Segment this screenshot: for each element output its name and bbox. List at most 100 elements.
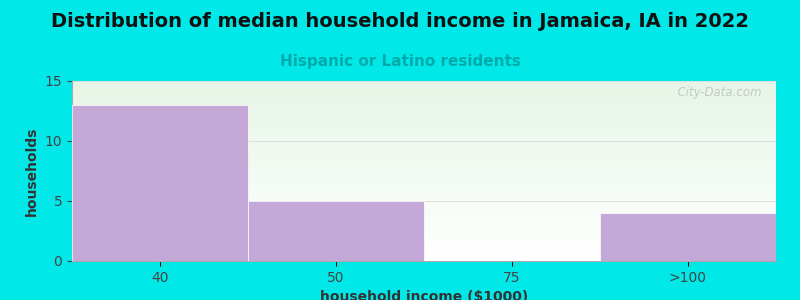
Bar: [72, 157, 776, 158]
Bar: [72, 180, 776, 182]
Bar: [72, 202, 776, 203]
Bar: [72, 164, 776, 166]
Bar: [72, 128, 776, 130]
Bar: [72, 99, 776, 101]
Bar: [72, 236, 776, 238]
Bar: [72, 176, 776, 178]
Bar: [72, 86, 776, 88]
Bar: [72, 211, 776, 212]
Bar: [72, 92, 776, 94]
Bar: [72, 144, 776, 146]
Bar: [248, 201, 424, 261]
Bar: [72, 108, 776, 110]
Bar: [72, 238, 776, 239]
Bar: [72, 259, 776, 261]
Bar: [72, 250, 776, 252]
Bar: [72, 151, 776, 153]
Bar: [72, 212, 776, 214]
Bar: [72, 178, 776, 180]
Bar: [72, 155, 776, 157]
Bar: [72, 225, 776, 227]
Bar: [72, 90, 776, 92]
Bar: [72, 169, 776, 171]
Bar: [72, 142, 776, 144]
Bar: [72, 106, 776, 108]
Bar: [72, 200, 776, 202]
Bar: [72, 193, 776, 194]
Bar: [72, 248, 776, 250]
Bar: [72, 167, 776, 169]
Bar: [72, 214, 776, 216]
Bar: [72, 103, 776, 104]
Bar: [72, 160, 776, 162]
Bar: [72, 194, 776, 196]
Text: Hispanic or Latino residents: Hispanic or Latino residents: [279, 54, 521, 69]
Bar: [72, 221, 776, 223]
Bar: [72, 133, 776, 135]
Bar: [72, 257, 776, 259]
Bar: [72, 140, 776, 142]
Bar: [72, 158, 776, 160]
Bar: [72, 139, 776, 140]
Bar: [72, 252, 776, 254]
Bar: [72, 175, 776, 176]
Bar: [72, 245, 776, 247]
Bar: [72, 241, 776, 243]
Bar: [72, 254, 776, 256]
Bar: [72, 115, 776, 117]
Bar: [72, 234, 776, 236]
Bar: [72, 88, 776, 90]
Bar: [72, 223, 776, 225]
Bar: [72, 105, 248, 261]
Bar: [600, 213, 776, 261]
Bar: [72, 149, 776, 151]
Bar: [72, 94, 776, 95]
Bar: [72, 146, 776, 148]
Bar: [72, 216, 776, 218]
Bar: [72, 166, 776, 167]
Bar: [72, 205, 776, 207]
Bar: [72, 81, 776, 83]
Bar: [72, 97, 776, 99]
Bar: [72, 126, 776, 128]
Bar: [72, 184, 776, 185]
Y-axis label: households: households: [25, 126, 39, 216]
Bar: [72, 247, 776, 248]
Bar: [72, 124, 776, 126]
Bar: [72, 227, 776, 229]
Bar: [72, 218, 776, 220]
Bar: [72, 232, 776, 234]
Bar: [72, 256, 776, 257]
Bar: [72, 171, 776, 173]
X-axis label: household income ($1000): household income ($1000): [320, 290, 528, 300]
Bar: [72, 189, 776, 191]
Bar: [72, 173, 776, 175]
Bar: [72, 130, 776, 131]
Bar: [72, 104, 776, 106]
Bar: [72, 162, 776, 164]
Bar: [72, 182, 776, 184]
Bar: [72, 137, 776, 139]
Text: City-Data.com: City-Data.com: [670, 86, 762, 99]
Bar: [72, 209, 776, 211]
Bar: [72, 121, 776, 122]
Bar: [72, 131, 776, 133]
Bar: [72, 85, 776, 86]
Bar: [72, 117, 776, 119]
Bar: [72, 101, 776, 103]
Bar: [72, 229, 776, 230]
Bar: [72, 207, 776, 209]
Bar: [72, 220, 776, 221]
Bar: [72, 243, 776, 245]
Bar: [72, 95, 776, 97]
Bar: [72, 203, 776, 205]
Bar: [72, 110, 776, 112]
Bar: [72, 198, 776, 200]
Bar: [72, 153, 776, 155]
Text: Distribution of median household income in Jamaica, IA in 2022: Distribution of median household income …: [51, 12, 749, 31]
Bar: [72, 113, 776, 115]
Bar: [72, 191, 776, 193]
Bar: [72, 83, 776, 85]
Bar: [72, 196, 776, 198]
Bar: [72, 122, 776, 124]
